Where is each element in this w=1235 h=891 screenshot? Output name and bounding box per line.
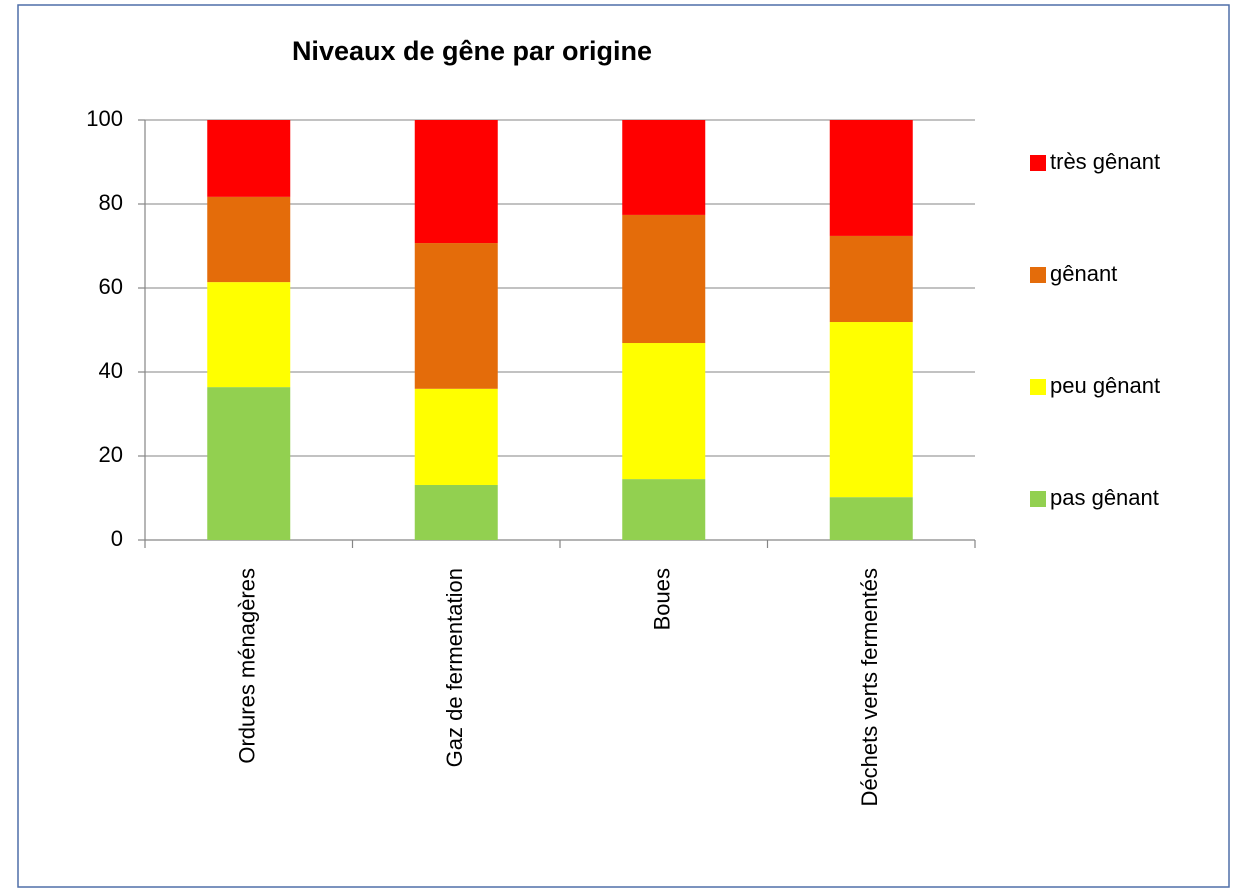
- legend-swatch: [1030, 267, 1046, 283]
- legend-label: pas gênant: [1050, 485, 1159, 510]
- legend-swatch: [1030, 155, 1046, 171]
- bar-segment: [829, 235, 913, 323]
- bar-segment: [829, 120, 913, 236]
- bar-segment: [207, 387, 291, 540]
- bar-segment: [207, 196, 291, 283]
- legend-swatch: [1030, 491, 1046, 507]
- bar-segment: [622, 343, 706, 480]
- chart-title: Niveaux de gêne par origine: [292, 36, 652, 66]
- y-tick-label: 100: [86, 106, 123, 131]
- y-tick-label: 80: [99, 190, 123, 215]
- bar-segment: [829, 497, 913, 540]
- legend-label: très gênant: [1050, 149, 1160, 174]
- y-tick-label: 40: [99, 358, 123, 383]
- legend-swatch: [1030, 379, 1046, 395]
- bar-segment: [414, 120, 498, 244]
- bar-segment: [414, 388, 498, 485]
- bar-segment: [622, 479, 706, 540]
- x-tick-label: Ordures ménagères: [235, 568, 260, 764]
- bar-segment: [414, 243, 498, 389]
- bar-segment: [622, 214, 706, 344]
- bar-segment: [207, 120, 291, 197]
- x-tick-label: Gaz de fermentation: [442, 568, 467, 767]
- y-tick-label: 0: [111, 526, 123, 551]
- bar-segment: [622, 120, 706, 215]
- x-tick-label: Déchets verts fermentés: [857, 568, 882, 806]
- y-tick-label: 20: [99, 442, 123, 467]
- legend-label: gênant: [1050, 261, 1117, 286]
- y-tick-label: 60: [99, 274, 123, 299]
- bar-segment: [829, 322, 913, 498]
- bar-segment: [207, 282, 291, 388]
- legend-label: peu gênant: [1050, 373, 1160, 398]
- bar-segment: [414, 484, 498, 540]
- x-tick-label: Boues: [650, 568, 675, 630]
